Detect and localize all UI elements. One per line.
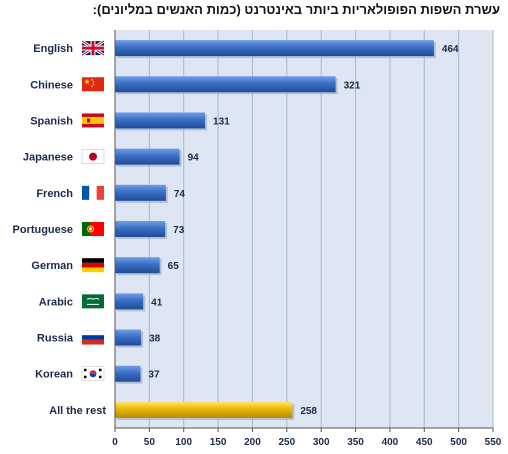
value-label: 38 — [149, 334, 161, 345]
uk-flag-icon — [81, 39, 105, 57]
value-label: 37 — [148, 370, 160, 381]
bar-english — [115, 40, 434, 57]
value-label: 65 — [168, 261, 180, 272]
chart-title: עשרת השפות הפופולאריות ביותר באינטרנט (כ… — [92, 2, 500, 17]
plot-area — [115, 30, 493, 428]
category-label: Chinese — [30, 79, 73, 91]
x-tick-label: 250 — [278, 437, 295, 448]
south-korea-flag-icon — [81, 366, 105, 381]
value-label: 73 — [173, 225, 185, 236]
value-label: 131 — [213, 116, 230, 127]
china-flag-icon — [82, 77, 104, 92]
grid-lines — [114, 30, 494, 432]
bar-french — [115, 184, 166, 201]
x-tick-label: 500 — [450, 437, 467, 448]
value-label: 94 — [188, 153, 200, 164]
x-tick-label: 550 — [485, 437, 502, 448]
category-label: French — [36, 188, 73, 200]
bars-group — [115, 40, 436, 420]
japan-flag-icon — [81, 149, 105, 164]
x-tick-label: 200 — [244, 437, 261, 448]
saudi-arabia-flag-icon — [82, 294, 104, 309]
bar-all-the-rest — [115, 401, 293, 418]
value-label: 321 — [344, 80, 361, 91]
bar-chinese — [115, 76, 336, 93]
bar-korean — [115, 365, 141, 382]
bar-arabic — [115, 293, 144, 310]
value-label: 74 — [174, 189, 186, 200]
x-tick-label: 300 — [313, 437, 330, 448]
category-label: English — [33, 43, 73, 55]
category-label: Korean — [35, 369, 73, 381]
labels-group: 0 50 100 150 200 250 300 350 400 450 500 550 464 Engl… — [12, 39, 502, 448]
x-tick-label: 450 — [416, 437, 433, 448]
x-tick-label: 100 — [175, 437, 192, 448]
x-tick-label: 50 — [144, 437, 156, 448]
bar-japanese — [115, 148, 180, 165]
france-flag-icon — [82, 185, 104, 200]
category-label: All the rest — [49, 405, 106, 417]
bar-spanish — [115, 112, 206, 129]
x-tick-label: 150 — [210, 437, 227, 448]
value-label: 41 — [151, 297, 163, 308]
category-label: German — [31, 260, 73, 272]
category-label: Russia — [37, 333, 74, 345]
category-label: Spanish — [30, 115, 73, 127]
russia-flag-icon — [81, 330, 105, 345]
spain-flag-icon — [82, 113, 104, 128]
bar-russia — [115, 329, 142, 346]
category-label: Japanese — [23, 152, 73, 164]
germany-flag-icon — [82, 258, 104, 273]
portugal-flag-icon — [82, 222, 104, 236]
bar-portuguese — [115, 221, 166, 237]
value-label: 258 — [300, 406, 317, 417]
bar-german — [115, 257, 160, 274]
x-tick-label: 0 — [112, 437, 118, 448]
x-tick-label: 350 — [347, 437, 364, 448]
value-label: 464 — [442, 44, 459, 55]
category-label: Arabic — [39, 296, 73, 308]
category-label: Portuguese — [12, 224, 73, 236]
x-tick-label: 400 — [382, 437, 399, 448]
